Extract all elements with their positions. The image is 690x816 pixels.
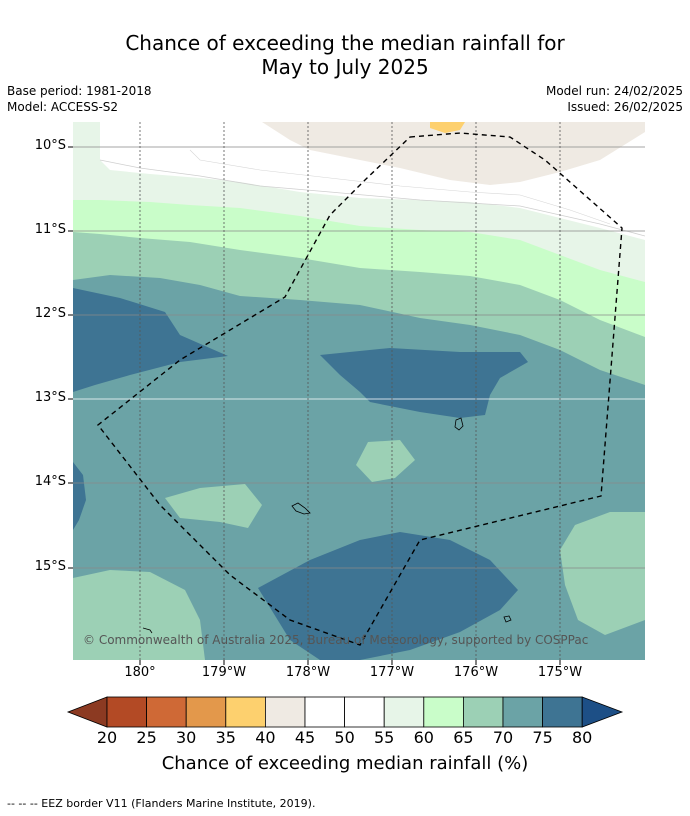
colorbar-tick-label: 45 [294,728,316,747]
colorbar-arrow-high [581,696,624,728]
contour-35-40 [430,122,465,133]
axis-ticks [68,146,561,665]
meta-right: Model run: 24/02/2025 Issued: 26/02/2025 [546,83,683,115]
colorbar-swatch [225,696,266,728]
colorbar-tick-label: 70 [492,728,514,747]
colorbar-tick-label: 75 [532,728,553,747]
contour-75-80 [258,532,518,660]
lat-label: 15°S [34,559,66,574]
lon-label: 177°W [369,665,415,680]
issued-date: Issued: 26/02/2025 [567,100,683,114]
colorbar-tick-label: 65 [453,728,474,747]
colorbar-swatch [146,696,187,728]
colorbar-tick-label: 50 [334,728,355,747]
lon-label: 180° [124,665,156,680]
contour-75-80 [73,462,86,530]
eez-border [97,132,623,646]
island-outline [503,615,512,623]
lon-label: 175°W [537,665,583,680]
colorbar-tick-label: 30 [176,728,197,747]
island-outline [454,417,464,431]
colorbar-swatch [502,696,543,728]
colorbar-swatch [542,696,583,728]
lat-label: 14°S [34,474,66,489]
contour-75-80 [73,288,228,392]
contour-40-45 [262,122,645,185]
contour-65-70 [73,570,205,660]
island-outline [291,502,311,515]
colorbar-arrow-low [66,696,108,728]
lat-label: 13°S [34,390,66,405]
colorbar [66,696,624,728]
copyright-credit: © Commonwealth of Australia 2025, Bureau… [83,633,589,647]
colorbar-swatch [383,696,425,728]
colorbar-title: Chance of exceeding median rainfall (%) [161,753,529,774]
contour-65-70 [560,512,645,635]
model-run: Model run: 24/02/2025 [545,84,683,98]
lat-label: 10°S [34,138,66,153]
colorbar-swatch [185,696,227,728]
lon-label: 179°W [201,665,247,680]
colorbar-tick-label: 35 [215,728,236,747]
title-line-1: Chance of exceeding the median rainfall … [125,31,565,55]
colorbar-tick-label: 80 [572,728,593,747]
graticule [73,146,645,569]
colorbar-swatch [264,696,306,728]
lat-label: 11°S [34,222,66,237]
colorbar-swatch [344,696,385,728]
meridians [139,122,561,660]
title-line-2: May to July 2025 [261,55,429,79]
lon-label: 178°W [285,665,331,680]
meta-left: Base period: 1981-2018 Model: ACCESS-S2 [7,83,152,115]
colorbar-tick-label: 25 [136,728,157,747]
eez-legend-note: -- -- -- EEZ border V11 (Flanders Marine… [7,797,316,810]
colorbar-swatch [106,696,147,728]
contour-65-70 [165,484,262,528]
colorbar-swatch [462,696,504,728]
island-outline [142,627,153,634]
map-title: Chance of exceeding the median rainfall … [0,31,690,79]
colorbar-tick-label: 40 [255,728,276,747]
base-period: Base period: 1981-2018 [7,84,152,98]
colorbar-tick-label: 20 [96,728,118,747]
colorbar-tick-label: 60 [413,728,434,747]
rainfall-contours [73,122,645,660]
colorbar-tick-label: 55 [374,728,395,747]
model-name: Model: ACCESS-S2 [7,100,119,114]
lon-label: 176°W [453,665,499,680]
colorbar-swatch [423,696,464,728]
colorbar-swatch [304,696,345,728]
contour-75-80 [320,348,528,418]
lat-label: 12°S [34,306,66,321]
contour-65-70 [356,440,415,482]
